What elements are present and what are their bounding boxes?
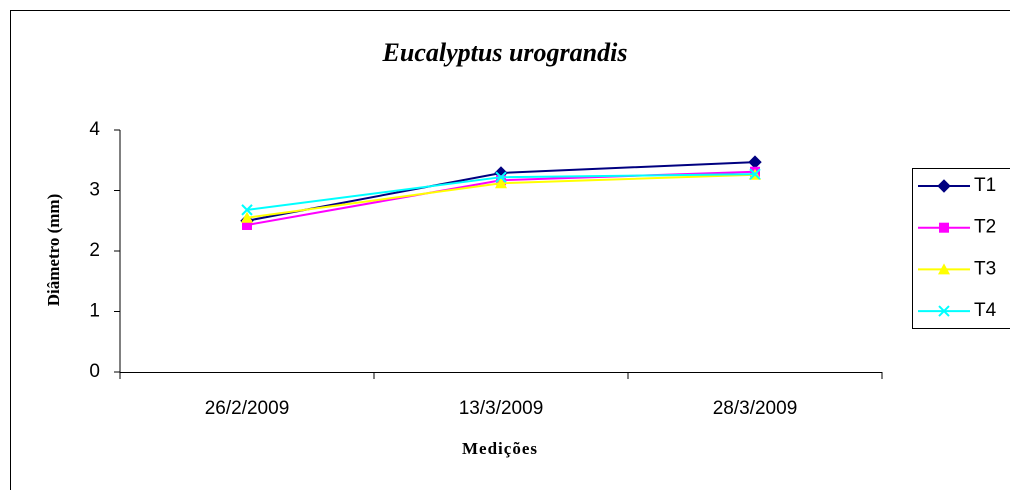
marker [495, 177, 507, 189]
marker [749, 168, 761, 180]
legend-label: T1 [974, 175, 996, 196]
x-tick-label: 28/3/2009 [713, 398, 798, 419]
y-axis-label: Diâmetro (mm) [44, 194, 63, 307]
marker [939, 222, 949, 233]
marker [937, 179, 951, 193]
marker [748, 155, 762, 169]
y-tick-label: 0 [89, 361, 100, 382]
chart-border [10, 10, 1010, 490]
y-tick-label: 1 [89, 301, 100, 322]
x-axis-label: Medições [462, 439, 538, 458]
legend-label: T2 [974, 217, 996, 238]
marker [938, 263, 950, 275]
chart-title: Eucalyptus urograndis [382, 38, 628, 67]
marker [241, 204, 253, 216]
x-tick-label: 26/2/2009 [205, 398, 290, 419]
y-tick-label: 3 [89, 180, 100, 201]
marker [938, 305, 950, 317]
legend-label: T4 [974, 300, 997, 321]
x-tick-label: 13/3/2009 [459, 398, 544, 419]
marker [242, 219, 252, 230]
marker [495, 171, 507, 183]
legend-label: T3 [974, 258, 996, 279]
legend-box [912, 168, 1010, 329]
y-tick-label: 4 [89, 119, 100, 140]
y-tick-label: 2 [89, 240, 100, 261]
marker [241, 211, 253, 223]
